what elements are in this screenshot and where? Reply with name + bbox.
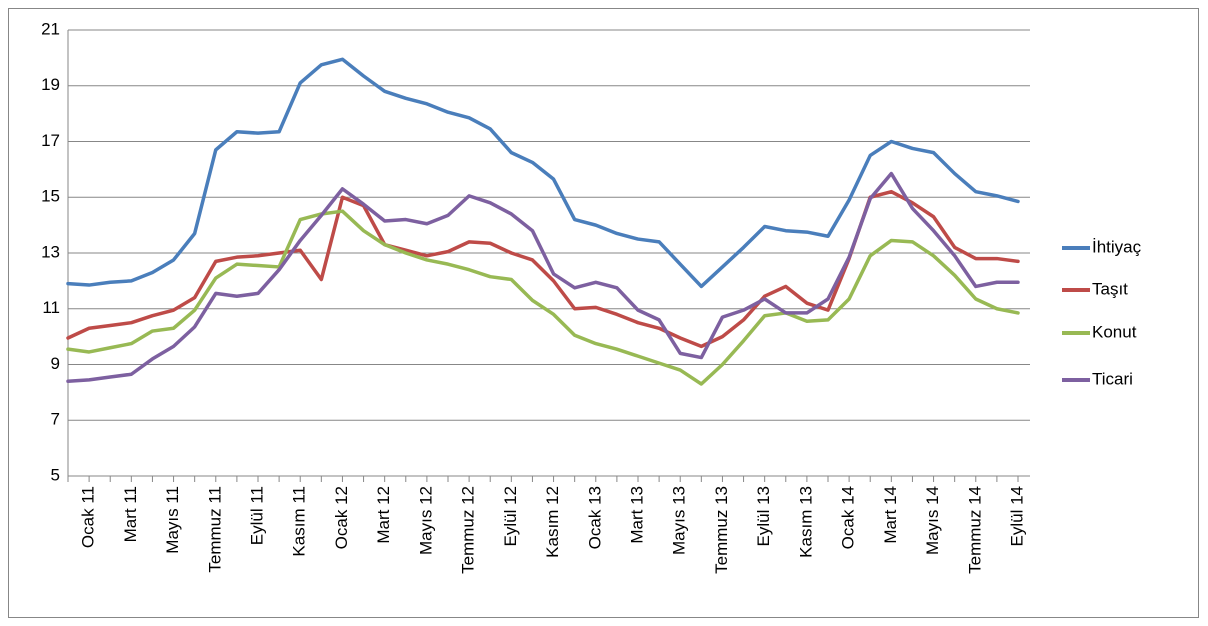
x-tick-label: Temmuz 12 (459, 486, 478, 574)
y-tick-label: 13 (41, 242, 60, 261)
x-tick-label: Temmuz 14 (965, 486, 984, 574)
x-tick-label: Kasım 13 (796, 486, 815, 558)
x-tick-label: Ocak 14 (839, 486, 858, 549)
y-tick-label: 19 (41, 75, 60, 94)
x-tick-label: Eylül 14 (1007, 486, 1026, 546)
x-tick-label: Temmuz 11 (205, 486, 224, 573)
x-tick-label: Kasım 11 (290, 486, 309, 557)
x-tick-label: Mart 13 (627, 486, 646, 544)
x-tick-label: Mart 11 (121, 486, 140, 542)
y-tick-label: 11 (42, 298, 60, 317)
line-series (66, 209, 1020, 386)
y-tick-label: 5 (51, 465, 60, 484)
legend-label: Taşıt (1092, 279, 1128, 298)
x-tick-label: Ocak 12 (332, 486, 351, 549)
x-tick-label: Mayıs 11 (163, 486, 182, 554)
x-tick-label: Mayıs 12 (416, 486, 435, 555)
x-tick-label: Mayıs 14 (923, 486, 942, 555)
x-tick-label: Mart 14 (881, 486, 900, 544)
chart-border (8, 8, 1199, 618)
x-tick-label: Mart 12 (374, 486, 393, 544)
x-tick-label: Temmuz 13 (712, 486, 731, 574)
x-tick-label: Eylül 13 (754, 486, 773, 546)
y-tick-label: 21 (41, 19, 60, 38)
x-tick-label: Eylül 12 (501, 486, 520, 546)
legend-label: Ticari (1092, 369, 1133, 388)
y-tick-label: 15 (41, 187, 60, 206)
legend-label: İhtiyaç (1092, 237, 1142, 256)
legend-label: Konut (1092, 322, 1137, 341)
x-tick-label: Kasım 12 (543, 486, 562, 558)
line-series (66, 171, 1020, 383)
x-tick-label: Eylül 11 (247, 486, 266, 545)
x-tick-label: Ocak 11 (79, 486, 98, 548)
y-tick-label: 7 (51, 410, 60, 429)
y-tick-label: 9 (51, 354, 60, 373)
line-series (66, 57, 1020, 289)
x-tick-label: Mayıs 13 (670, 486, 689, 555)
x-tick-label: Ocak 13 (585, 486, 604, 549)
y-tick-label: 17 (41, 131, 60, 150)
